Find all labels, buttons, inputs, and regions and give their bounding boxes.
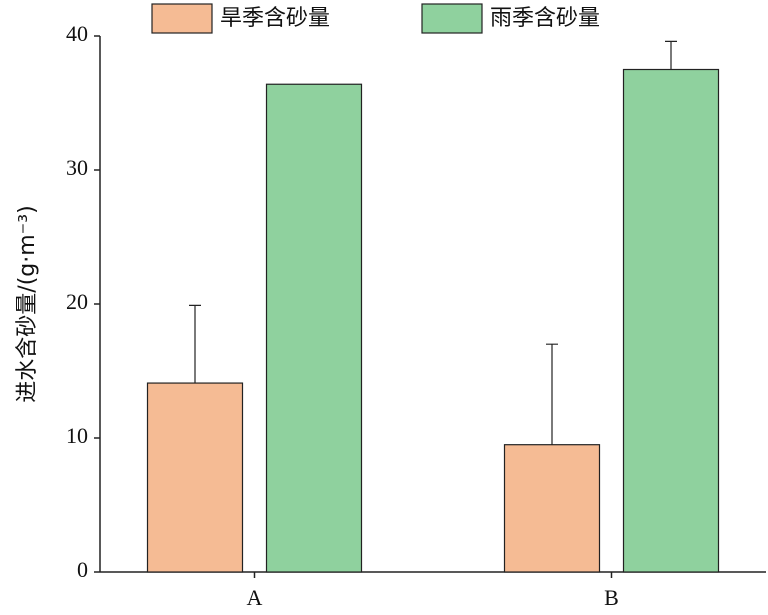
bar xyxy=(146,382,244,573)
error-bar xyxy=(546,343,558,445)
legend-label: 雨季含砂量 xyxy=(490,6,600,31)
bar xyxy=(503,444,601,573)
y-axis-label: 进水含砂量/(g·m⁻³) xyxy=(15,205,40,402)
legend-swatch xyxy=(421,3,483,34)
y-tick-label: 10 xyxy=(66,423,88,448)
x-tick-label: B xyxy=(604,585,619,610)
y-tick-label: 40 xyxy=(66,21,88,46)
y-tick-label: 20 xyxy=(66,289,88,314)
error-bar xyxy=(665,40,677,70)
bar xyxy=(622,68,720,573)
legend-label: 旱季含砂量 xyxy=(220,6,330,31)
error-bar xyxy=(189,304,201,384)
y-tick-label: 30 xyxy=(66,155,88,180)
bar xyxy=(265,83,363,573)
legend-swatch xyxy=(151,3,213,34)
y-tick-label: 0 xyxy=(77,557,88,582)
x-tick-label: A xyxy=(247,585,263,610)
